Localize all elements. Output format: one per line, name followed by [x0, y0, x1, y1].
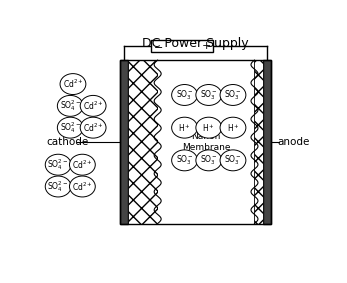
Text: anode: anode	[277, 137, 310, 147]
Bar	[120, 60, 128, 224]
Text: H$^+$: H$^+$	[202, 122, 215, 134]
Circle shape	[69, 176, 95, 197]
Circle shape	[196, 117, 222, 138]
Text: SO$_4^{2-}$: SO$_4^{2-}$	[48, 179, 69, 194]
Text: Nafion
Membrane: Nafion Membrane	[182, 132, 230, 151]
Text: Cd$^{2+}$: Cd$^{2+}$	[72, 158, 93, 171]
Circle shape	[196, 85, 222, 106]
Circle shape	[172, 150, 197, 171]
Bar	[120, 60, 271, 224]
Text: SO$_3^-$: SO$_3^-$	[224, 154, 242, 167]
Circle shape	[220, 85, 246, 106]
Text: Cd$^{2+}$: Cd$^{2+}$	[72, 180, 93, 193]
Bar	[151, 40, 213, 52]
Text: Cd$^{2+}$: Cd$^{2+}$	[62, 78, 83, 90]
Circle shape	[220, 117, 246, 138]
Text: H$^+$: H$^+$	[178, 122, 191, 134]
Circle shape	[172, 117, 197, 138]
Text: SO$_3^-$: SO$_3^-$	[200, 154, 218, 167]
Circle shape	[220, 150, 246, 171]
Circle shape	[80, 117, 106, 138]
Circle shape	[196, 150, 222, 171]
Bar	[263, 60, 271, 224]
Bar	[254, 60, 263, 224]
Circle shape	[45, 154, 71, 175]
Text: $-$: $-$	[153, 41, 163, 51]
Circle shape	[69, 154, 95, 175]
Text: SO$_3^-$: SO$_3^-$	[200, 88, 218, 102]
Text: DC Power Supply: DC Power Supply	[142, 37, 249, 50]
Circle shape	[60, 74, 86, 95]
Circle shape	[80, 95, 106, 116]
Text: Cd$^{2+}$: Cd$^{2+}$	[83, 121, 103, 134]
Circle shape	[57, 117, 83, 138]
Text: SO$_3^-$: SO$_3^-$	[224, 88, 242, 102]
Text: SO$_4^{2-}$: SO$_4^{2-}$	[60, 120, 81, 135]
Bar	[158, 60, 254, 224]
Text: SO$_4^{2-}$: SO$_4^{2-}$	[60, 98, 81, 113]
Text: SO$_3^-$: SO$_3^-$	[176, 154, 194, 167]
Text: Cd$^{2+}$: Cd$^{2+}$	[83, 100, 103, 112]
Text: $+$: $+$	[201, 40, 211, 52]
Text: SO$_4^{2-}$: SO$_4^{2-}$	[48, 157, 69, 172]
Text: SO$_3^-$: SO$_3^-$	[176, 88, 194, 102]
Circle shape	[57, 95, 83, 116]
Text: cathode: cathode	[46, 137, 88, 147]
Circle shape	[172, 85, 197, 106]
Circle shape	[45, 176, 71, 197]
Bar	[128, 60, 158, 224]
Text: H$^+$: H$^+$	[227, 122, 239, 134]
